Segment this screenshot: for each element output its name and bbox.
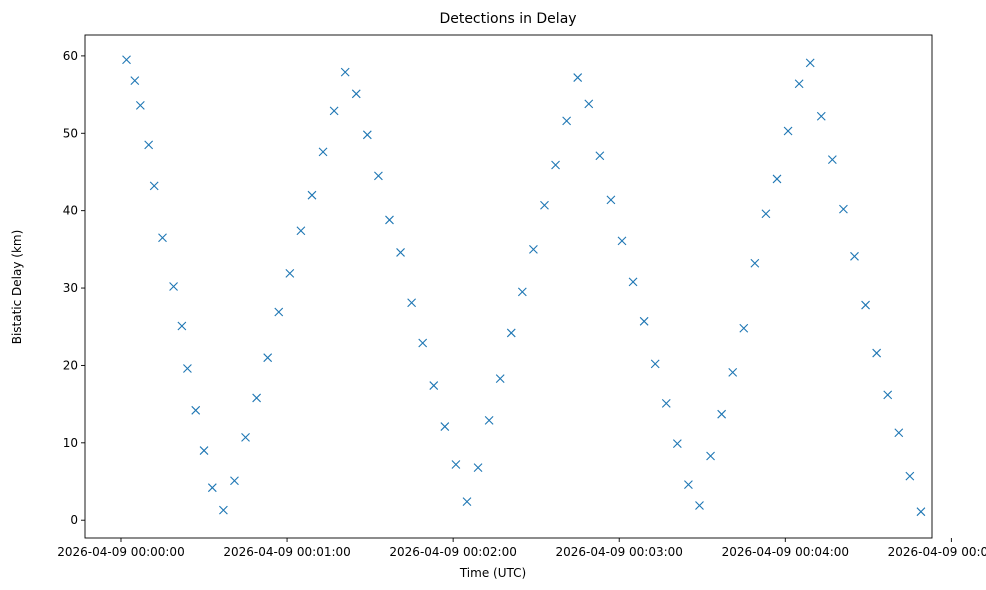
- data-point: [728, 368, 738, 377]
- y-tick-label: 40: [63, 204, 78, 218]
- data-point: [883, 390, 893, 400]
- data-point: [207, 483, 217, 493]
- data-point: [827, 155, 837, 164]
- data-markers: [122, 55, 926, 517]
- data-point: [307, 190, 317, 200]
- data-point: [495, 374, 505, 383]
- data-point: [506, 328, 516, 338]
- y-tick-label: 10: [63, 436, 78, 450]
- data-point: [584, 99, 594, 109]
- data-point: [628, 277, 638, 287]
- x-tick-label: 2026-04-09 00:05:00: [888, 545, 986, 559]
- data-point: [230, 476, 239, 486]
- y-axis: 0 10 20 30 40 50 60: [63, 49, 85, 527]
- data-point: [429, 381, 439, 390]
- data-point: [440, 422, 450, 431]
- x-tick-label: 2026-04-09 00:00:00: [57, 545, 184, 559]
- data-point: [761, 209, 771, 219]
- data-point: [396, 248, 405, 257]
- data-point: [839, 204, 848, 214]
- data-point: [362, 130, 372, 140]
- data-point: [517, 287, 527, 297]
- x-tick-label: 2026-04-09 00:01:00: [223, 545, 350, 559]
- data-point: [529, 244, 538, 254]
- data-point: [374, 171, 383, 181]
- data-point: [540, 200, 549, 210]
- data-point: [122, 55, 131, 65]
- data-point: [639, 316, 649, 326]
- data-point: [183, 364, 192, 373]
- data-point: [905, 471, 915, 481]
- plot-area: [84, 34, 933, 539]
- x-tick-label: 2026-04-09 00:02:00: [389, 545, 516, 559]
- data-point: [739, 323, 749, 333]
- data-point: [219, 505, 228, 515]
- data-point: [149, 181, 159, 191]
- data-point: [285, 268, 295, 278]
- data-point: [916, 507, 926, 517]
- data-point: [263, 353, 273, 363]
- data-point: [706, 451, 715, 461]
- y-tick-label: 0: [70, 513, 78, 527]
- data-point: [274, 307, 284, 317]
- data-point: [199, 446, 209, 455]
- data-point: [717, 409, 727, 419]
- data-point: [606, 195, 616, 205]
- data-point: [861, 300, 870, 310]
- data-point: [351, 89, 361, 99]
- data-point: [191, 405, 201, 415]
- data-point: [169, 282, 178, 291]
- data-point: [816, 111, 826, 121]
- data-point: [872, 348, 882, 358]
- data-point: [695, 501, 704, 510]
- data-point: [894, 428, 904, 438]
- data-point: [241, 433, 250, 442]
- y-tick-label: 20: [63, 358, 78, 372]
- data-point: [451, 460, 461, 469]
- data-point: [684, 480, 693, 489]
- y-axis-label: Bistatic Delay (km): [10, 230, 24, 345]
- data-point: [418, 338, 428, 348]
- data-point: [130, 76, 140, 86]
- data-point: [318, 147, 328, 157]
- x-tick-label: 2026-04-09 00:04:00: [722, 545, 849, 559]
- data-point: [805, 58, 815, 68]
- data-point: [158, 233, 167, 243]
- data-point: [340, 67, 350, 77]
- y-tick-label: 50: [63, 126, 78, 140]
- data-point: [573, 73, 583, 82]
- data-point: [473, 463, 483, 472]
- data-point: [783, 126, 793, 136]
- x-axis: 2026-04-09 00:00:00 2026-04-09 00:01:00 20…: [57, 538, 986, 559]
- data-point: [144, 140, 154, 150]
- x-tick-label: 2026-04-09 00:03:00: [555, 545, 682, 559]
- data-point: [661, 398, 671, 408]
- y-tick-label: 60: [63, 49, 78, 63]
- data-point: [595, 151, 605, 161]
- data-point: [296, 226, 306, 236]
- axes-background: [85, 35, 932, 538]
- axes-frame: [84, 34, 933, 539]
- data-point: [177, 321, 187, 331]
- chart-title: Detections in Delay: [439, 11, 576, 27]
- data-point: [794, 79, 804, 89]
- x-axis-label: Time (UTC): [459, 566, 526, 580]
- data-point: [462, 497, 472, 507]
- data-point: [562, 116, 572, 126]
- data-point: [252, 393, 262, 403]
- data-point: [772, 174, 782, 184]
- y-tick-label: 30: [63, 281, 78, 295]
- data-point: [385, 215, 394, 225]
- data-point: [850, 251, 859, 261]
- data-point: [484, 415, 494, 425]
- data-point: [750, 258, 760, 268]
- data-point: [135, 101, 145, 110]
- data-point: [407, 298, 417, 308]
- data-point: [650, 359, 660, 369]
- data-point: [551, 160, 560, 170]
- data-point: [672, 439, 682, 448]
- data-point: [617, 236, 627, 246]
- data-point: [329, 106, 339, 116]
